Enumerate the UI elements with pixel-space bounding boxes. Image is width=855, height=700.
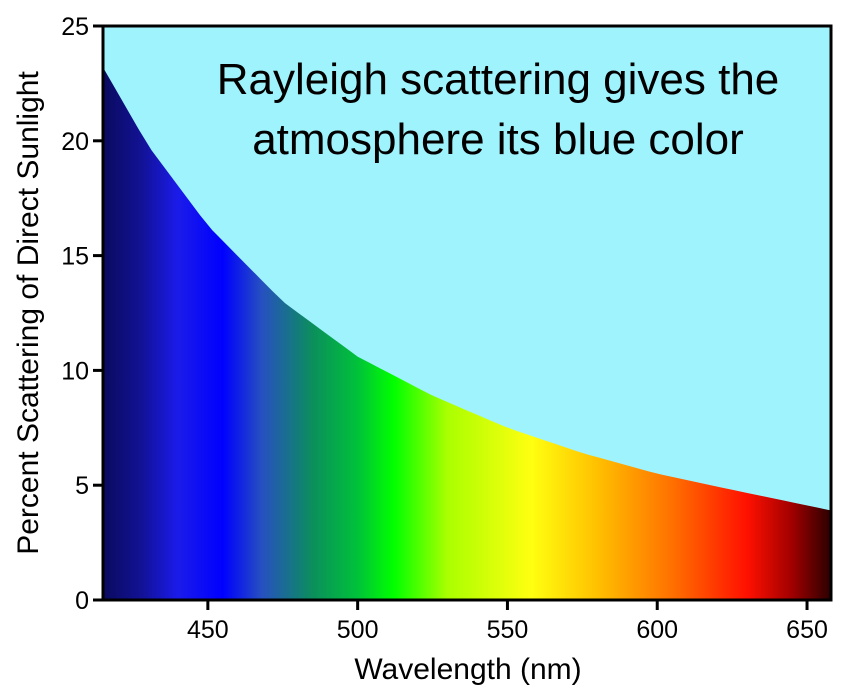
y-tick-label: 15 [61, 243, 89, 271]
chart-annotation: Rayleigh scattering gives the atmosphere… [217, 55, 780, 164]
x-tick-label: 600 [636, 616, 678, 644]
y-axis-title: Percent Scattering of Direct Sunlight [12, 71, 45, 555]
y-tick-label: 25 [61, 13, 89, 41]
x-tick-label: 550 [487, 616, 529, 644]
x-tick-label: 450 [187, 616, 229, 644]
y-tick-label: 0 [75, 587, 89, 615]
annotation-line-2: atmosphere its blue color [252, 115, 744, 164]
x-tick-label: 500 [337, 616, 379, 644]
y-tick-label: 5 [75, 472, 89, 500]
y-tick-label: 10 [61, 357, 89, 385]
annotation-line-1: Rayleigh scattering gives the [217, 55, 780, 104]
plot-area [103, 26, 831, 600]
x-tick-label: 650 [786, 616, 828, 644]
x-axis-title: Wavelength (nm) [354, 653, 581, 686]
y-axis-ticks: 0 5 10 15 20 25 [61, 13, 103, 615]
x-axis-ticks: 450 500 550 600 650 [187, 600, 828, 644]
spectrum-area-series [103, 67, 831, 600]
y-tick-label: 20 [61, 128, 89, 156]
plot-frame [101, 24, 833, 602]
